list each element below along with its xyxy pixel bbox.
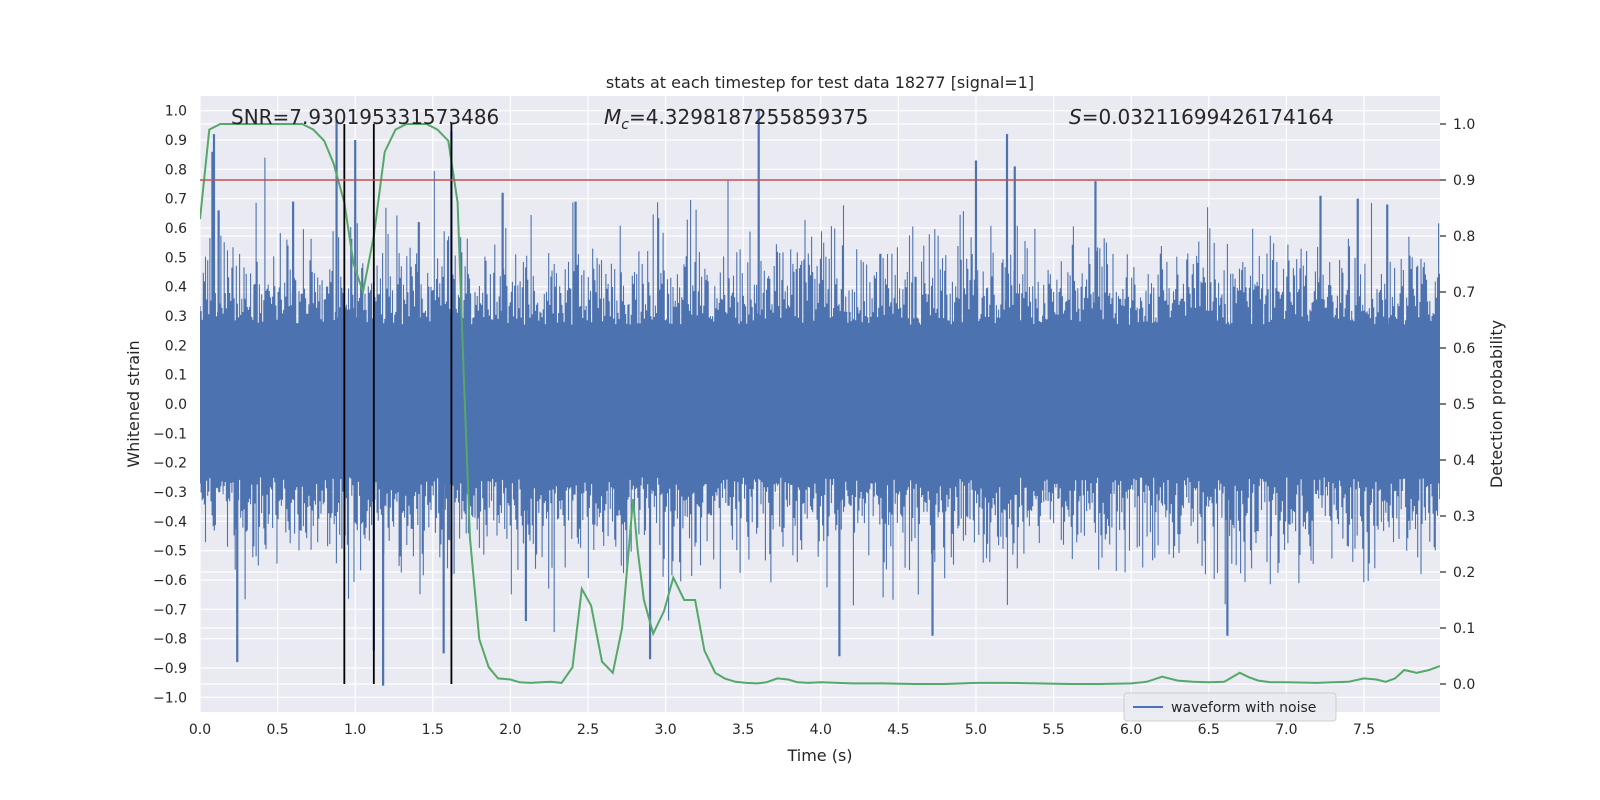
x-tick-label-0: 0.0 [189, 722, 211, 738]
y2-tick-label-2: 0.2 [1453, 565, 1475, 581]
s-annotation: S=0.03211699426174164 [1069, 105, 1334, 129]
probability-line [200, 123, 1440, 685]
y-tick-label-10: 0.0 [165, 397, 187, 413]
y2-axis-label: Detection probability [1487, 320, 1506, 488]
y-tick-label-15: 0.5 [165, 250, 187, 266]
x-tick-label-4: 2.0 [499, 722, 521, 738]
x-tick-label-10: 5.0 [965, 722, 987, 738]
y-ticks: −1.0 −0.9 −0.8 −0.7 −0.6 −0.5 −0.4 −0.3 −0.2 −0.1… [153, 104, 187, 707]
y-tick-label-4: −0.6 [153, 573, 187, 589]
y-tick-label-19: 0.9 [165, 133, 187, 149]
x-tick-label-13: 6.5 [1198, 722, 1220, 738]
mc-annotation: Mc=4.3298187255859375 [604, 105, 868, 133]
x-tick-label-14: 7.0 [1275, 722, 1297, 738]
chart-title: stats at each timestep for test data 182… [606, 73, 1034, 92]
y-axis-label: Whitened strain [124, 340, 143, 467]
x-tick-label-9: 4.5 [887, 722, 909, 738]
y-tick-label-17: 0.7 [165, 192, 187, 208]
y-tick-label-14: 0.4 [165, 280, 187, 296]
y-tick-label-5: −0.5 [153, 544, 187, 560]
y-tick-label-20: 1.0 [165, 104, 187, 120]
y2-tick-label-9: 0.9 [1453, 173, 1475, 189]
vertical-markers [343, 124, 453, 684]
x-tick-label-8: 4.0 [810, 722, 832, 738]
x-tick-label-11: 5.5 [1042, 722, 1064, 738]
y-tick-label-8: −0.2 [153, 456, 187, 472]
legend-label-waveform: waveform with noise [1171, 700, 1316, 716]
x-tick-label-7: 3.5 [732, 722, 754, 738]
x-tick-label-12: 6.0 [1120, 722, 1142, 738]
y2-tick-label-4: 0.4 [1453, 453, 1475, 469]
y2-tick-label-8: 0.8 [1453, 229, 1475, 245]
y2-tick-label-3: 0.3 [1453, 509, 1475, 525]
y-tick-label-9: −0.1 [153, 426, 187, 442]
x-axis-label: Time (s) [786, 746, 852, 765]
y-tick-label-12: 0.2 [165, 338, 187, 354]
y2-ticks: 0.0 0.1 0.2 0.3 0.4 0.5 0.6 0.7 0.8 0.9 1.0 [1440, 117, 1475, 693]
y2-tick-label-0: 0.0 [1453, 677, 1475, 693]
waveform-noise [200, 157, 1440, 633]
y2-tick-label-5: 0.5 [1453, 397, 1475, 413]
y-tick-label-3: −0.7 [153, 602, 187, 618]
x-ticks: 0.0 0.5 1.0 1.5 2.0 2.5 3.0 3.5 4.0 4.5 5.0 5.5 6.0 6… [189, 722, 1375, 738]
y2-tick-label-10: 1.0 [1453, 117, 1475, 133]
y-tick-label-13: 0.3 [165, 309, 187, 325]
waveform-series [200, 110, 1440, 686]
y-tick-label-2: −0.8 [153, 632, 187, 648]
x-tick-label-15: 7.5 [1353, 722, 1375, 738]
x-tick-label-2: 1.0 [344, 722, 366, 738]
x-tick-label-3: 1.5 [422, 722, 444, 738]
x-tick-label-6: 3.0 [654, 722, 676, 738]
y-tick-label-0: −1.0 [153, 690, 187, 706]
legend-box [1123, 692, 1337, 722]
y-tick-label-18: 0.8 [165, 162, 187, 178]
y2-tick-label-6: 0.6 [1453, 341, 1475, 357]
y-tick-label-1: −0.9 [153, 661, 187, 677]
y2-tick-label-7: 0.7 [1453, 285, 1475, 301]
y-tick-label-6: −0.4 [153, 514, 187, 530]
x-tick-label-1: 0.5 [266, 722, 288, 738]
probability-series [200, 123, 1440, 685]
y-tick-label-7: −0.3 [153, 485, 187, 501]
y2-tick-label-1: 0.1 [1453, 621, 1475, 637]
snr-annotation: SNR=7.930195331573486 [231, 105, 499, 129]
x-tick-label-5: 2.5 [577, 722, 599, 738]
y-tick-label-11: 0.1 [165, 368, 187, 384]
y-tick-label-16: 0.6 [165, 221, 187, 237]
legend: waveform with noise [1123, 692, 1337, 722]
